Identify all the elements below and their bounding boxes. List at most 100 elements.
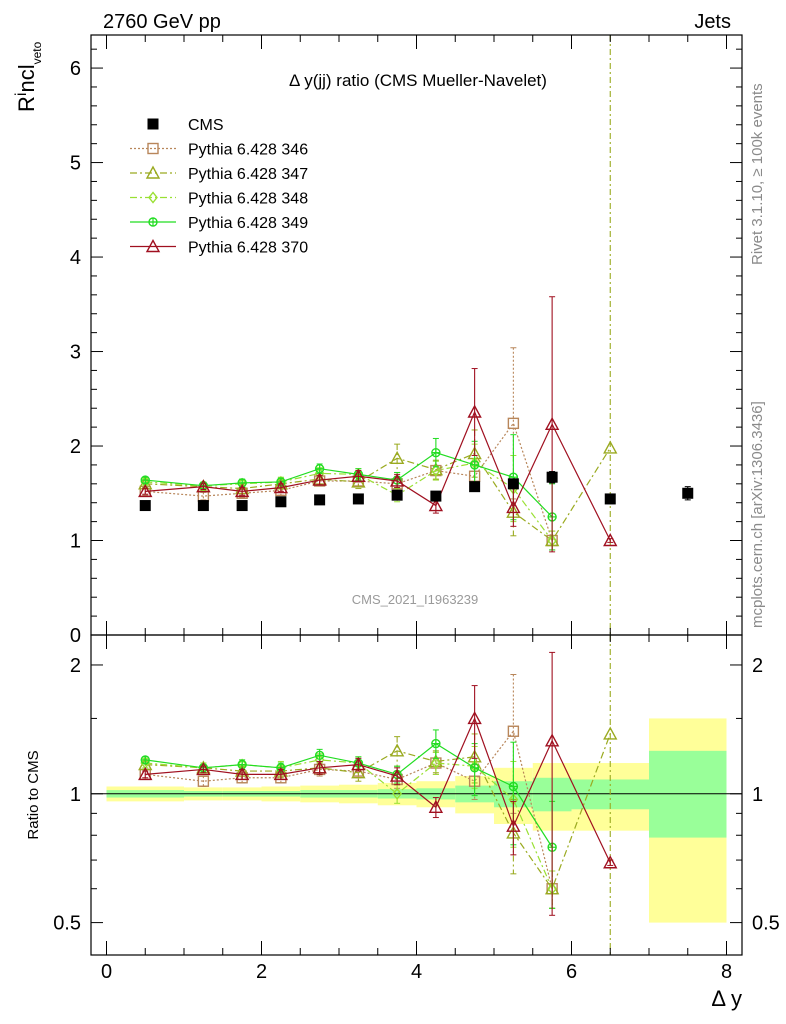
ratio-series-Pythia-6_428-349 [140, 729, 557, 909]
x-tick-label: 8 [721, 961, 732, 983]
legend-label: Pythia 6.428 349 [188, 215, 308, 232]
main-line [145, 410, 611, 541]
x-axis-label: Δ y [711, 986, 742, 1011]
main-ytick-label: 2 [70, 436, 81, 458]
ratio-point [603, 855, 618, 869]
legend-marker [147, 142, 159, 155]
main-point [506, 499, 521, 514]
main-point [430, 490, 442, 502]
ratio-line [145, 716, 611, 864]
legend-marker [145, 165, 161, 179]
x-tick-label: 0 [101, 961, 112, 983]
ratio-point [506, 818, 521, 832]
ratio-point [430, 756, 441, 770]
header-right: Jets [694, 11, 731, 33]
main-ytick-label: 6 [70, 58, 81, 80]
legend-item: Pythia 6.428 348 [130, 191, 308, 208]
legend-item: CMS [147, 117, 224, 134]
main-ytick-label: 5 [70, 153, 81, 175]
main-ytick-label: 1 [70, 531, 81, 553]
ratio-ytick-label: 2 [70, 655, 81, 677]
ratio-point [351, 765, 366, 779]
ratio-point [351, 757, 366, 771]
ratio-line [145, 729, 553, 889]
main-y-axis-label: Rinclveto [13, 41, 45, 112]
legend-label: Pythia 6.428 346 [188, 142, 308, 159]
main-point [603, 440, 618, 454]
main-point [428, 498, 444, 512]
legend: CMS Pythia 6.428 346 Pythia 6.428 347 Pythi… [130, 117, 308, 257]
ratio-point [431, 738, 441, 749]
main-line [145, 422, 553, 541]
ratio-point [234, 766, 250, 781]
main-point [234, 483, 250, 498]
legend-label: Pythia 6.428 347 [188, 166, 308, 183]
legend-label: Pythia 6.428 370 [188, 240, 308, 257]
main-ytick-label: 4 [70, 247, 81, 269]
main-point [389, 450, 405, 465]
main-point [544, 416, 560, 430]
main-point [352, 493, 364, 505]
main-point [312, 472, 327, 486]
main-point [275, 496, 287, 508]
x-tick-label: 2 [256, 961, 267, 983]
ratio-point [544, 733, 560, 747]
side-label-rivet: Rivet 3.1.10, ≥ 100k events [749, 83, 766, 265]
ratio-ytick-label-right: 2 [752, 655, 763, 677]
main-point [467, 404, 482, 418]
ratio-ytick-label: 1 [70, 784, 81, 806]
main-point [140, 475, 150, 485]
plot-title: Δ y(jj) ratio (CMS Mueller-Navelet) [289, 71, 547, 90]
main-point [314, 494, 326, 506]
main-point [389, 473, 405, 487]
legend-marker [145, 239, 161, 253]
ratio-y-axis-label: Ratio to CMS [25, 750, 42, 839]
ratio-point [389, 743, 405, 757]
main-ytick-label: 0 [70, 625, 81, 647]
main-line [145, 447, 611, 542]
main-point [507, 478, 519, 490]
main-plot-data [138, 34, 694, 636]
legend-item: Pythia 6.428 346 [130, 142, 308, 159]
main-point [273, 480, 289, 494]
main-point [546, 471, 558, 483]
x-tick-label: 4 [411, 961, 422, 983]
ratio-uncertainty-bands [91, 718, 742, 923]
ratio-point [312, 760, 327, 774]
main-point [391, 489, 403, 501]
legend-marker [147, 118, 159, 130]
x-tick-label: 6 [566, 961, 577, 983]
ratio-point [389, 768, 405, 782]
ratio-point [507, 725, 520, 737]
main-point [604, 493, 616, 505]
main-point [139, 500, 151, 512]
main-point [314, 464, 325, 474]
main-point [430, 464, 441, 477]
main-point [351, 468, 366, 482]
ratio-point [314, 750, 325, 761]
main-point [682, 487, 694, 499]
ratio-point [138, 766, 153, 781]
legend-marker [148, 217, 158, 227]
main-point [507, 417, 520, 430]
ratio-point [467, 710, 482, 725]
legend-label: Pythia 6.428 348 [188, 191, 308, 208]
legend-item: Pythia 6.428 370 [130, 239, 308, 257]
ratio-point [196, 761, 211, 776]
legend-marker [148, 191, 158, 204]
main-point [236, 500, 248, 512]
ratio-point [508, 781, 519, 792]
main-series-Pythia-6_428-370 [138, 296, 618, 553]
ratio-series-Pythia-6_428-370 [138, 651, 618, 916]
main-point [197, 500, 209, 512]
ratio-ytick-label: 0.5 [53, 913, 81, 935]
ratio-ytick-label-right: 0.5 [752, 913, 780, 935]
ratio-ytick-label-right: 1 [752, 784, 763, 806]
ratio-line [145, 733, 611, 890]
ratio-point [392, 787, 403, 800]
main-point [469, 460, 480, 470]
legend-label: CMS [188, 117, 224, 134]
ratio-point [197, 775, 210, 787]
side-label-source: mcplots.cern.ch [arXiv:1306.3436] [749, 401, 766, 628]
ratio-point [469, 763, 480, 773]
